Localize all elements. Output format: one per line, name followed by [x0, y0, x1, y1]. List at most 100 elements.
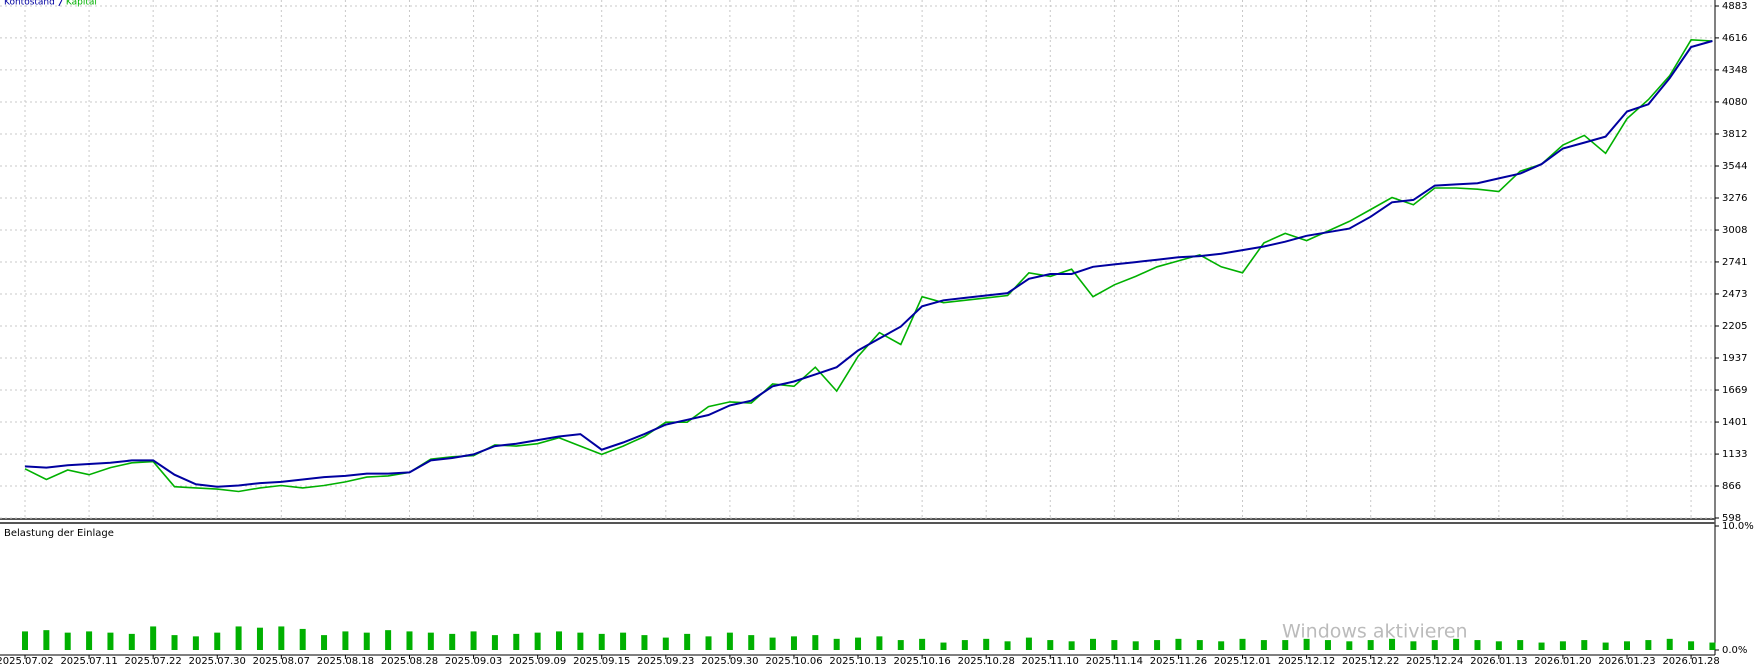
x-tick-label: 2026.01.28 [1662, 656, 1719, 667]
legend-entry: Kapital [66, 0, 97, 8]
y-tick-label: 10.0% [1722, 521, 1754, 532]
bar [1303, 638, 1310, 650]
bar [1474, 640, 1481, 650]
bar [1688, 641, 1695, 650]
y-tick-label: 4883 [1722, 1, 1747, 12]
x-tick-label: 2025.11.10 [1022, 656, 1079, 667]
bar [235, 626, 242, 650]
x-tick-label: 2025.12.24 [1406, 656, 1463, 667]
watermark: Windows aktivieren [1282, 621, 1468, 643]
bar [1559, 641, 1566, 650]
x-tick-label: 2025.09.09 [509, 656, 566, 667]
bar [128, 633, 135, 650]
bar [1196, 640, 1203, 650]
bar [107, 632, 114, 650]
bar [1132, 641, 1139, 650]
x-tick-label: 2025.08.07 [253, 656, 310, 667]
y-tick-label: 1937 [1722, 353, 1747, 364]
x-tick-label: 2025.07.30 [189, 656, 246, 667]
y-tick-label: 598 [1722, 513, 1741, 524]
bar [855, 637, 862, 650]
bar [1239, 638, 1246, 650]
bar [299, 628, 306, 650]
bar [321, 635, 328, 650]
bar [1517, 640, 1524, 650]
y-tick-label: 2205 [1722, 321, 1747, 332]
bar [22, 631, 28, 650]
bar [385, 630, 392, 650]
x-tick-label: 2025.12.01 [1214, 656, 1271, 667]
bar [1602, 642, 1609, 650]
x-tick-label: 2025.09.03 [445, 656, 502, 667]
bar [620, 632, 627, 650]
bar [1410, 641, 1417, 650]
x-tick-label: 2025.09.15 [573, 656, 630, 667]
bar [278, 626, 285, 650]
bar [748, 635, 755, 650]
bar [1709, 642, 1716, 650]
y-tick-label: 1133 [1722, 449, 1747, 460]
x-tick-label: 2025.11.14 [1086, 656, 1143, 667]
bar [406, 631, 413, 650]
bar [86, 631, 93, 650]
bar [1090, 638, 1096, 650]
bar [534, 632, 541, 650]
y-tick-label: 2473 [1722, 289, 1747, 300]
bar [513, 633, 520, 650]
bar [556, 631, 562, 650]
bar [1175, 638, 1182, 650]
bar [1645, 640, 1652, 650]
panel-title: Belastung der Einlage [4, 528, 114, 539]
bar [150, 626, 157, 650]
bar [919, 638, 926, 650]
y-tick-label: 866 [1722, 481, 1741, 492]
bar [684, 633, 691, 650]
bar [64, 632, 71, 650]
bar [577, 632, 584, 650]
y-tick-label: 3276 [1722, 193, 1747, 204]
bar [897, 640, 904, 650]
bar [1068, 641, 1075, 650]
bar [1624, 641, 1630, 650]
bar [1004, 641, 1011, 650]
bar [1025, 637, 1032, 650]
bar [940, 642, 947, 650]
bar [790, 636, 797, 650]
bar [641, 635, 648, 650]
y-tick-label: 4080 [1722, 97, 1747, 108]
y-tick-label: 3812 [1722, 129, 1747, 140]
bar [1154, 640, 1161, 650]
x-tick-label: 2025.07.11 [60, 656, 117, 667]
bar [171, 635, 178, 650]
bar [1453, 638, 1460, 650]
x-tick-label: 2025.12.22 [1342, 656, 1399, 667]
x-tick-label: 2025.10.13 [829, 656, 886, 667]
x-tick-label: 2026.01.20 [1534, 656, 1591, 667]
y-tick-label: 4348 [1722, 65, 1747, 76]
series-line [24, 40, 1713, 488]
y-tick-label: 1401 [1722, 417, 1747, 428]
bar [491, 635, 498, 650]
y-tick-label: 1669 [1722, 385, 1747, 396]
x-tick-label: 2025.11.26 [1150, 656, 1207, 667]
bar [1282, 640, 1289, 650]
bar [726, 632, 733, 650]
bar [1389, 638, 1396, 650]
bar [876, 636, 883, 650]
bar [1111, 640, 1118, 650]
y-tick-label: 2741 [1722, 257, 1747, 268]
x-tick-label: 2025.10.28 [958, 656, 1015, 667]
x-tick-label: 2025.07.22 [125, 656, 182, 667]
bar [1431, 640, 1438, 650]
x-tick-label: 2025.09.30 [701, 656, 758, 667]
bar [1581, 640, 1588, 650]
bar [961, 640, 968, 650]
bar [1260, 640, 1267, 650]
bar [1346, 641, 1353, 650]
bar [705, 636, 712, 650]
bar [1324, 640, 1331, 650]
bar [1538, 642, 1545, 650]
bar [470, 631, 477, 650]
x-tick-label: 2025.10.16 [893, 656, 950, 667]
